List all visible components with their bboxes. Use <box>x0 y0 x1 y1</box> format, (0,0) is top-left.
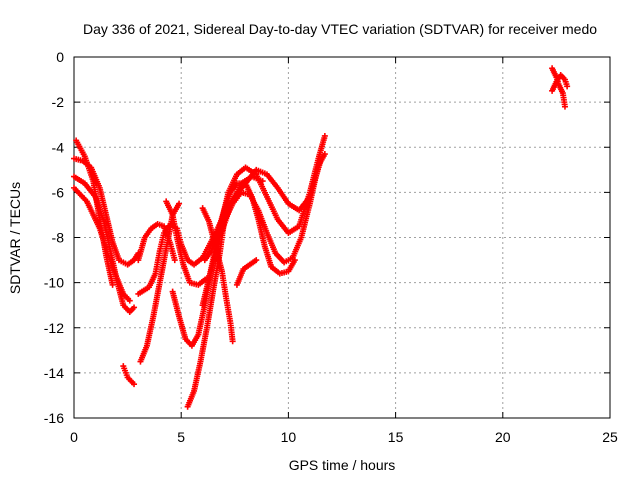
y-tick-label: -16 <box>44 410 64 426</box>
x-tick-label: 15 <box>388 429 404 445</box>
sdtvar-track <box>233 257 260 288</box>
y-tick-label: -8 <box>52 230 65 246</box>
x-axis-label: GPS time / hours <box>289 457 396 473</box>
data-point-marker <box>291 257 298 264</box>
data-point-marker <box>109 281 116 288</box>
chart-title: Day 336 of 2021, Sidereal Day-to-day VTE… <box>83 21 597 37</box>
grid-lines <box>74 57 610 418</box>
data-point-marker <box>564 83 571 90</box>
sdtvar-track <box>137 200 183 365</box>
y-tick-label: -6 <box>52 184 65 200</box>
y-tick-label: 0 <box>56 49 64 65</box>
y-tick-label: -10 <box>44 275 64 291</box>
x-tick-label: 10 <box>281 429 297 445</box>
data-point-marker <box>131 381 138 388</box>
x-tick-label: 25 <box>602 429 618 445</box>
data-point-marker <box>176 200 183 207</box>
x-tick-label: 0 <box>70 429 78 445</box>
sdtvar-track <box>71 184 133 304</box>
data-point-marker <box>171 257 178 264</box>
sdtvar-track <box>201 180 298 277</box>
data-points <box>71 65 571 410</box>
x-tick-label: 20 <box>495 429 511 445</box>
sdtvar-track <box>71 155 142 268</box>
y-tick-label: -12 <box>44 320 64 336</box>
data-point-marker <box>131 304 138 311</box>
y-axis-label: SDTVAR / TECUs <box>7 182 23 294</box>
data-point-marker <box>561 103 568 110</box>
sdtvar-track <box>549 72 571 94</box>
axis-ticks: 0 5 10 15 20 25 0 -2 -4 -6 -8 -10 -12 -14 -16 <box>44 49 618 445</box>
y-tick-label: -2 <box>52 94 65 110</box>
sdtvar-track <box>120 363 138 388</box>
x-tick-label: 5 <box>177 429 185 445</box>
data-point-marker <box>229 338 236 345</box>
data-point-marker <box>321 151 328 158</box>
data-point-marker <box>126 297 133 304</box>
y-tick-label: -14 <box>44 365 64 381</box>
y-tick-label: -4 <box>52 139 65 155</box>
data-point-marker <box>321 132 328 139</box>
data-point-marker <box>253 257 260 264</box>
sdtvar-track <box>163 198 210 288</box>
